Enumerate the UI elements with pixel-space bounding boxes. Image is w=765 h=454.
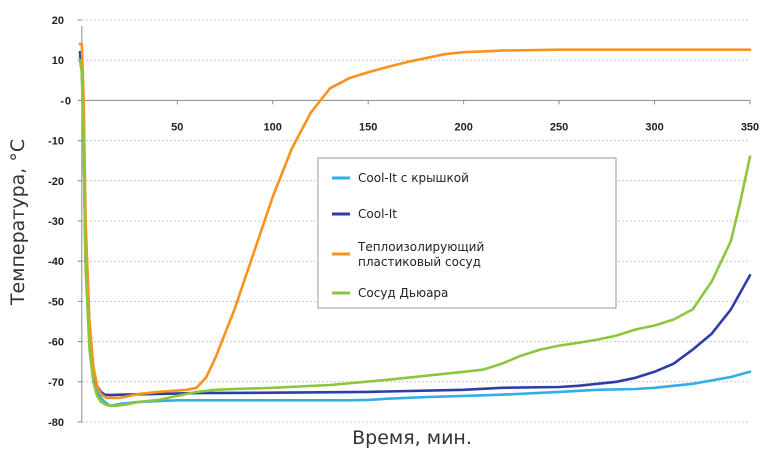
x-tick-label-zero: 0 bbox=[65, 95, 71, 107]
y-tick-label: -30 bbox=[48, 216, 64, 228]
legend-entry-2: Cool-It bbox=[358, 207, 397, 221]
y-tick-label: -80 bbox=[48, 417, 64, 429]
y-tick-label: -10 bbox=[48, 136, 64, 148]
series-line-3 bbox=[78, 42, 752, 400]
y-tick-label: - bbox=[60, 95, 64, 107]
y-tick-label: -60 bbox=[48, 337, 64, 349]
x-tick-label: 100 bbox=[264, 121, 282, 133]
series-line-4 bbox=[78, 58, 752, 408]
x-axis-title: Время, мин. bbox=[352, 427, 472, 449]
y-tick-label: 20 bbox=[52, 15, 64, 27]
y-tick-label: 10 bbox=[52, 55, 64, 67]
y-tick-label: -40 bbox=[48, 256, 64, 268]
legend-entry-4: Сосуд Дьюара bbox=[358, 286, 448, 300]
legend-box bbox=[317, 157, 617, 309]
legend: Cool-It с крышкой Cool-It Теплоизолирующий… bbox=[317, 157, 617, 309]
x-tick-label: 200 bbox=[454, 121, 472, 133]
series-lines bbox=[78, 42, 752, 408]
x-tick-label: 300 bbox=[645, 121, 663, 133]
x-tick-label: 50 bbox=[171, 121, 183, 133]
x-tick-label: 250 bbox=[550, 121, 568, 133]
y-axis-title: Температура, °С bbox=[7, 139, 29, 306]
y-tick-label: -50 bbox=[48, 296, 64, 308]
legend-entry-1: Cool-It с крышкой bbox=[358, 171, 469, 185]
x-tick-label: 150 bbox=[359, 121, 377, 133]
legend-entry-3: Теплоизолирующий пластиковый сосуд bbox=[357, 240, 484, 269]
y-tick-label: -70 bbox=[48, 377, 64, 389]
y-tick-label: -20 bbox=[48, 176, 64, 188]
x-tick-label: 350 bbox=[741, 121, 759, 133]
